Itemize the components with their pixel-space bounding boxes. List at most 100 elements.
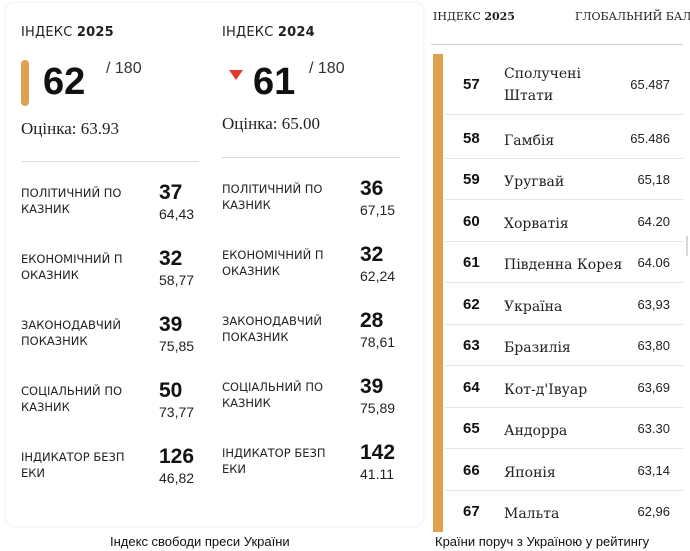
ranking-row: 64 Кот-д'Івуар 63,69 xyxy=(433,367,683,408)
index-year: 2025 xyxy=(76,25,114,40)
rank-2024: 61 xyxy=(253,61,296,103)
ranking-row: 67 Мальта 62,96 xyxy=(433,491,683,532)
ranking-header-score: ГЛОБАЛЬНИЙ БАЛ xyxy=(575,10,690,23)
index-2025-title: ІНДЕКС 2025 xyxy=(21,25,114,40)
row-country: Сполучені Штати xyxy=(504,66,581,104)
indicator-legislative: ЗАКОНОДАВЧИЙ ПОКАЗНИК 28 78,61 xyxy=(222,309,400,373)
indicator-label: СОЦІАЛЬНИЙ ПОКАЗНИК xyxy=(222,380,324,410)
row-rank: 64 xyxy=(463,379,480,396)
row-country: Бразилія xyxy=(504,340,571,356)
indicator-rank: 39 xyxy=(159,313,183,336)
row-score: 63,93 xyxy=(637,297,670,312)
indicator-rank: 28 xyxy=(360,309,384,332)
row-rank: 58 xyxy=(463,130,480,147)
indicator-economic: ЕКОНОМІЧНИЙ ПОКАЗНИК 32 58,77 xyxy=(21,247,199,311)
indicator-label: ІНДИКАТОР БЕЗПЕКИ xyxy=(222,446,326,476)
row-country: Україна xyxy=(504,299,563,315)
rank-2025: 62 xyxy=(43,61,86,103)
ranking-row-highlighted-ukraine: 62 Україна 63,93 xyxy=(433,284,683,325)
indicator-social: СОЦІАЛЬНИЙ ПОКАЗНИК 50 73,77 xyxy=(21,379,199,443)
indicator-rank: 32 xyxy=(360,243,384,266)
row-divider xyxy=(445,282,683,283)
row-score: 65.486 xyxy=(630,131,670,146)
indicator-security: ІНДИКАТОР БЕЗПЕКИ 126 46,82 xyxy=(21,445,199,509)
row-divider xyxy=(445,199,683,200)
row-rank: 67 xyxy=(463,503,480,520)
indicator-rank: 50 xyxy=(159,379,183,402)
indicator-label: ПОЛІТИЧНИЙ ПОКАЗНИК xyxy=(21,186,122,216)
row-rank: 59 xyxy=(463,171,480,188)
row-divider xyxy=(445,241,683,242)
ranking-header-divider xyxy=(431,44,683,45)
indicator-rank: 32 xyxy=(159,247,183,270)
row-country: Кот-д'Івуар xyxy=(504,382,588,398)
row-rank: 63 xyxy=(463,337,480,354)
row-divider xyxy=(445,324,683,325)
indicator-social: СОЦІАЛЬНИЙ ПОКАЗНИК 39 75,89 xyxy=(222,375,400,439)
ranking-row: 63 Бразилія 63,80 xyxy=(433,325,683,366)
indicator-rank: 36 xyxy=(360,177,384,200)
ranking-header-index: ІНДЕКС 2025 xyxy=(433,10,515,23)
indicator-political: ПОЛІТИЧНИЙ ПОКАЗНИК 36 67,15 xyxy=(222,177,400,241)
indicator-score: 75,85 xyxy=(159,338,195,354)
row-rank: 57 xyxy=(463,76,480,93)
row-score: 64.20 xyxy=(637,214,670,229)
index-label: ІНДЕКС xyxy=(21,25,73,40)
indicator-score: 67,15 xyxy=(360,202,396,218)
indicator-rank: 39 xyxy=(360,375,384,398)
row-score: 62,96 xyxy=(637,504,670,519)
row-divider xyxy=(445,448,683,449)
ranking-row: 66 Японія 63,14 xyxy=(433,450,683,491)
indicator-label: ІНДИКАТОР БЕЗПЕКИ xyxy=(21,450,125,480)
indicator-legislative: ЗАКОНОДАВЧИЙ ПОКАЗНИК 39 75,85 xyxy=(21,313,199,377)
row-rank: 65 xyxy=(463,420,480,437)
indicator-label: ЗАКОНОДАВЧИЙ ПОКАЗНИК xyxy=(222,314,322,344)
row-score: 63.30 xyxy=(637,421,670,436)
indicator-economic: ЕКОНОМІЧНИЙ ПОКАЗНИК 32 62,24 xyxy=(222,243,400,307)
caption-left: Індекс свободи преси України xyxy=(110,534,290,549)
row-country: Уругвай xyxy=(504,174,565,190)
indicator-rank: 142 xyxy=(360,441,396,464)
indicator-score: 64,43 xyxy=(159,206,195,222)
ranking-row: 60 Хорватія 64.20 xyxy=(433,201,683,242)
indicator-score: 46,82 xyxy=(159,470,195,486)
index-label: ІНДЕКС xyxy=(222,25,274,40)
row-rank: 66 xyxy=(463,462,480,479)
ranking-row: 57 Сполучені Штати 65.487 xyxy=(433,55,683,115)
indicator-security: ІНДИКАТОР БЕЗПЕКИ 142 41.11 xyxy=(222,441,400,505)
press-freedom-card: ІНДЕКС 2025 62 / 180 Оцінка: 63.93 ПОЛІТ… xyxy=(6,3,423,526)
ranking-row: 61 Південна Корея 64.06 xyxy=(433,242,683,283)
ranking-row: 58 Гамбія 65.486 xyxy=(433,118,683,159)
indicator-label: ПОЛІТИЧНИЙ ПОКАЗНИК xyxy=(222,182,323,212)
indicator-score: 62,24 xyxy=(360,268,396,284)
indicator-score: 75,89 xyxy=(360,400,396,416)
scrollbar-thumb[interactable] xyxy=(686,236,688,256)
indicator-political: ПОЛІТИЧНИЙ ПОКАЗНИК 37 64,43 xyxy=(21,181,199,245)
down-triangle-icon xyxy=(229,70,243,80)
row-country: Гамбія xyxy=(504,133,555,149)
indicator-label: ЕКОНОМІЧНИЙ ПОКАЗНИК xyxy=(222,248,324,278)
divider xyxy=(222,157,400,158)
indicator-score: 78,61 xyxy=(360,334,396,350)
ranking-row: 59 Уругвай 65,18 xyxy=(433,159,683,200)
caption-right: Країни поруч з Україною у рейтингу xyxy=(435,534,650,549)
row-score: 64.06 xyxy=(637,255,670,270)
out-of-total: / 180 xyxy=(309,60,345,77)
row-rank: 60 xyxy=(463,213,480,230)
ranking-header-label: ІНДЕКС xyxy=(433,10,481,23)
score-2025: Оцінка: 63.93 xyxy=(21,119,119,138)
ranking-row: 65 Андорра 63.30 xyxy=(433,408,683,449)
row-score: 65.487 xyxy=(630,77,670,92)
ranking-accent-strip xyxy=(433,54,443,532)
divider xyxy=(21,161,199,162)
ranking-header-year: 2025 xyxy=(484,10,515,23)
index-year: 2024 xyxy=(277,25,315,40)
row-divider xyxy=(445,365,683,366)
row-country: Японія xyxy=(504,465,556,481)
indicator-rank: 37 xyxy=(159,181,183,204)
row-divider xyxy=(445,490,683,491)
row-score: 65,18 xyxy=(637,172,670,187)
indicator-score: 58,77 xyxy=(159,272,195,288)
row-rank: 61 xyxy=(463,254,480,271)
row-divider xyxy=(445,407,683,408)
